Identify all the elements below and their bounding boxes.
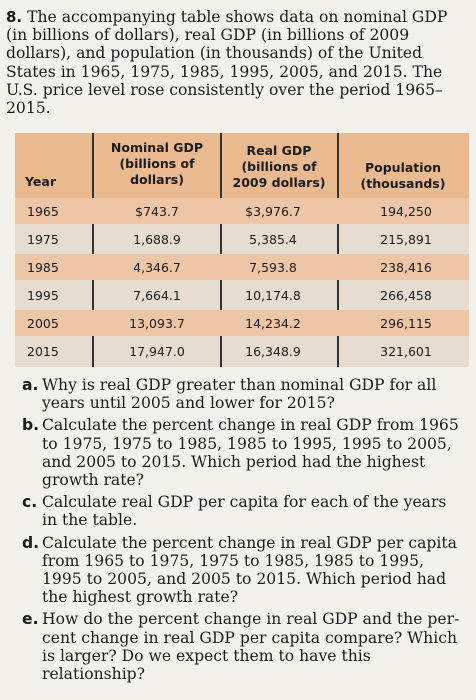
cell-nominal-gdp: $743.7 [135, 204, 179, 219]
header-line: 2009 dollars) [232, 175, 326, 190]
cell-nominal-gdp: 1,688.9 [133, 232, 181, 247]
cell-population: 266,458 [380, 288, 432, 303]
cell-year: 1975 [27, 232, 59, 247]
cell-real-gdp: 10,174.8 [245, 288, 301, 303]
question-list: a. Why is real GDP greater than nominal G… [22, 376, 462, 687]
header-line: (billions of [119, 156, 195, 171]
header-real-gdp: Real GDP (billions of 2009 dollars) [222, 143, 336, 191]
question-c: c. Calculate real GDP per capita for each… [22, 493, 462, 529]
problem-intro: 8. The accompanying table shows data on … [6, 8, 464, 117]
header-line: dollars) [130, 172, 184, 187]
header-line: Nominal GDP [110, 140, 204, 155]
question-b: b. Calculate the percent change in real G… [22, 416, 462, 489]
question-label: c. [22, 493, 38, 512]
cell-year: 2015 [27, 344, 59, 359]
column-divider [337, 133, 339, 367]
table-row: 1995 7,664.1 10,174.8 266,458 [15, 282, 469, 308]
question-text: Why is real GDP greater than nominal GDP… [42, 376, 437, 413]
column-divider [92, 133, 94, 367]
table-row: 1975 1,688.9 5,385.4 215,891 [15, 226, 469, 252]
cell-nominal-gdp: 7,664.1 [133, 288, 181, 303]
problem-text: The accompanying table shows data on nom… [6, 8, 448, 118]
header-line: (thousands) [360, 176, 446, 191]
header-line: (billions of [241, 159, 317, 174]
question-label: d. [22, 533, 40, 552]
cell-year: 1965 [27, 204, 59, 219]
table-row: 1985 4,346.7 7,593.8 238,416 [15, 254, 469, 280]
cell-real-gdp: 14,234.2 [245, 316, 301, 331]
cell-population: 215,891 [380, 232, 432, 247]
header-line: Real GDP [246, 143, 312, 158]
cell-nominal-gdp: 17,947.0 [129, 344, 185, 359]
cell-year: 1995 [27, 288, 59, 303]
question-a: a. Why is real GDP greater than nominal G… [22, 376, 462, 412]
header-population: Population (thousands) [341, 160, 465, 192]
cell-population: 238,416 [380, 260, 432, 275]
question-text: How do the percent change in real GDP an… [42, 610, 460, 684]
question-d: d. Calculate the percent change in real G… [22, 534, 462, 607]
cell-real-gdp: 5,385.4 [249, 232, 297, 247]
table-row: 1965 $743.7 $3,976.7 194,250 [15, 198, 469, 224]
cell-nominal-gdp: 4,346.7 [133, 260, 181, 275]
question-text: Calculate real GDP per capita for each o… [42, 493, 447, 530]
cell-population: 194,250 [380, 204, 432, 219]
cell-population: 321,601 [380, 344, 432, 359]
cell-real-gdp: $3,976.7 [245, 204, 301, 219]
question-label: a. [22, 376, 39, 394]
question-e: e. How do the percent change in real GDP … [22, 610, 462, 683]
problem-number: 8. [6, 8, 23, 26]
header-line: Population [364, 160, 442, 175]
cell-real-gdp: 7,593.8 [249, 260, 297, 275]
header-year: Year [25, 174, 56, 189]
question-text: Calculate the percent change in real GDP… [42, 533, 457, 607]
question-label: b. [22, 416, 40, 435]
cell-real-gdp: 16,348.9 [245, 344, 301, 359]
table-row: 2015 17,947.0 16,348.9 321,601 [15, 338, 469, 364]
question-label: e. [22, 610, 39, 629]
cell-nominal-gdp: 13,093.7 [129, 316, 185, 331]
cell-population: 296,115 [380, 316, 432, 331]
question-text: Calculate the percent change in real GDP… [42, 416, 459, 490]
header-nominal-gdp: Nominal GDP (billions of dollars) [95, 140, 219, 188]
column-divider [220, 133, 222, 367]
table-row: 2005 13,093.7 14,234.2 296,115 [15, 310, 469, 336]
cell-year: 1985 [27, 260, 59, 275]
gdp-table: Year Nominal GDP (billions of dollars) R… [15, 133, 469, 367]
cell-year: 2005 [27, 316, 59, 331]
